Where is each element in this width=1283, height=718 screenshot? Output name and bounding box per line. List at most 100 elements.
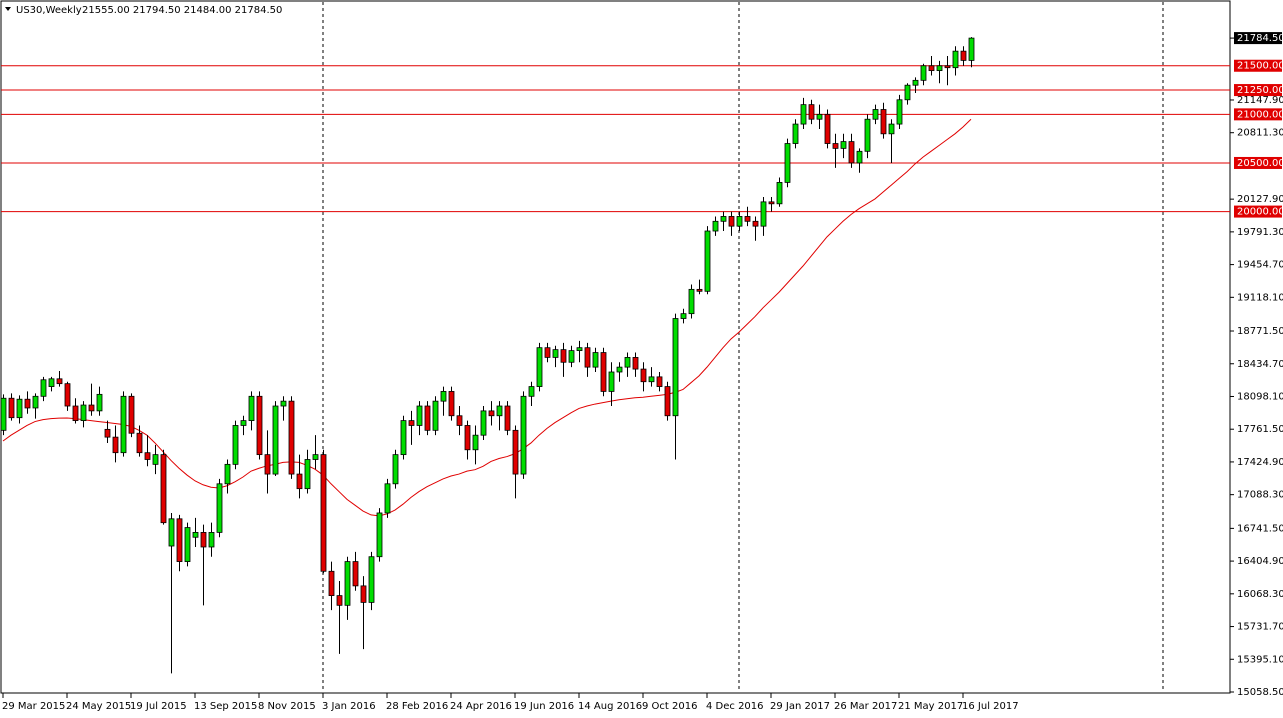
candle: [384, 478, 391, 518]
candle-body: [408, 420, 415, 426]
x-tick-label: 8 Nov 2015: [258, 701, 316, 712]
candle-body: [824, 113, 831, 144]
candle-body: [568, 350, 575, 363]
candle-body: [680, 313, 687, 319]
candle: [888, 119, 895, 163]
candle: [296, 454, 303, 499]
candle-body: [424, 405, 431, 431]
candle-body: [960, 50, 967, 61]
candle: [728, 211, 735, 236]
x-tick-label: 13 Sep 2015: [194, 701, 257, 712]
candle-body: [872, 109, 879, 120]
candle: [160, 449, 167, 525]
candle-body: [776, 182, 783, 205]
candle-body: [552, 349, 559, 358]
candle: [128, 393, 135, 438]
candle-body: [624, 357, 631, 368]
candle: [576, 340, 583, 363]
level-tag: [1234, 205, 1282, 218]
candle: [856, 148, 863, 173]
candle-body: [128, 395, 135, 434]
candle: [904, 83, 911, 105]
candle-body: [168, 518, 175, 547]
candle-body: [328, 570, 335, 596]
y-tick-label: 17088.30: [1237, 490, 1283, 501]
candle: [456, 406, 463, 436]
x-tick-label: 4 Dec 2016: [706, 701, 764, 712]
candle: [536, 342, 543, 392]
candle: [584, 342, 591, 377]
candle-body: [8, 397, 15, 419]
level-tag: [1234, 156, 1282, 169]
candle: [592, 347, 599, 372]
candle: [736, 211, 743, 232]
candle: [216, 478, 223, 538]
y-tick-label: 15058.50: [1237, 687, 1283, 698]
candle: [480, 406, 487, 441]
candle: [640, 362, 647, 392]
candle: [8, 393, 15, 421]
candle: [424, 401, 431, 436]
candle: [72, 398, 79, 424]
y-tick-label: 15731.70: [1237, 622, 1283, 633]
candle-body: [480, 410, 487, 436]
candle-body: [744, 216, 751, 222]
candle-body: [216, 483, 223, 533]
candle: [832, 133, 839, 168]
candle: [176, 514, 183, 572]
candle-body: [784, 143, 791, 183]
candle: [848, 133, 855, 168]
candle: [256, 391, 263, 460]
candle: [488, 401, 495, 426]
candle-body: [320, 454, 327, 572]
candle: [280, 396, 287, 421]
candle-body: [640, 368, 647, 383]
candle: [232, 420, 239, 470]
candle: [432, 396, 439, 436]
x-tick-label: 24 May 2015: [66, 701, 131, 712]
candle-body: [400, 420, 407, 456]
candle-body: [688, 288, 695, 315]
candle: [624, 352, 631, 377]
x-tick-label: 3 Jan 2016: [322, 701, 376, 712]
candle: [16, 395, 23, 424]
candle-body: [88, 404, 95, 412]
candle: [752, 216, 759, 241]
candle-body: [672, 318, 679, 417]
candle: [328, 561, 335, 611]
chart-title: US30,Weekly: [16, 5, 82, 16]
x-tick-label: 19 Jul 2015: [130, 701, 187, 712]
candle: [840, 133, 847, 159]
candle: [112, 425, 119, 463]
candle: [896, 94, 903, 129]
candle: [824, 109, 831, 149]
candle: [776, 177, 783, 207]
candle-body: [376, 512, 383, 558]
last-price-tag: [1234, 32, 1282, 45]
candle: [568, 345, 575, 368]
candle-body: [520, 395, 527, 475]
candle-body: [200, 532, 207, 548]
candle: [864, 114, 871, 159]
candle: [704, 226, 711, 295]
candle-body: [888, 123, 895, 135]
candle: [680, 308, 687, 324]
candle-body: [344, 561, 351, 606]
candle-body: [728, 216, 735, 227]
plot-frame: [0, 0, 1231, 694]
candle: [528, 381, 535, 407]
candle: [440, 386, 447, 416]
candle-body: [368, 556, 375, 603]
candle: [464, 420, 471, 460]
candle: [512, 425, 519, 499]
candle: [368, 551, 375, 611]
candle-body: [560, 349, 567, 363]
candle: [336, 581, 343, 654]
candle: [648, 367, 655, 387]
candle: [80, 401, 87, 428]
menu-arrow[interactable]: [5, 7, 11, 11]
level-label: 21000.00: [1237, 109, 1283, 120]
candle: [224, 459, 231, 494]
candle: [472, 425, 479, 465]
candle-body: [832, 143, 839, 149]
